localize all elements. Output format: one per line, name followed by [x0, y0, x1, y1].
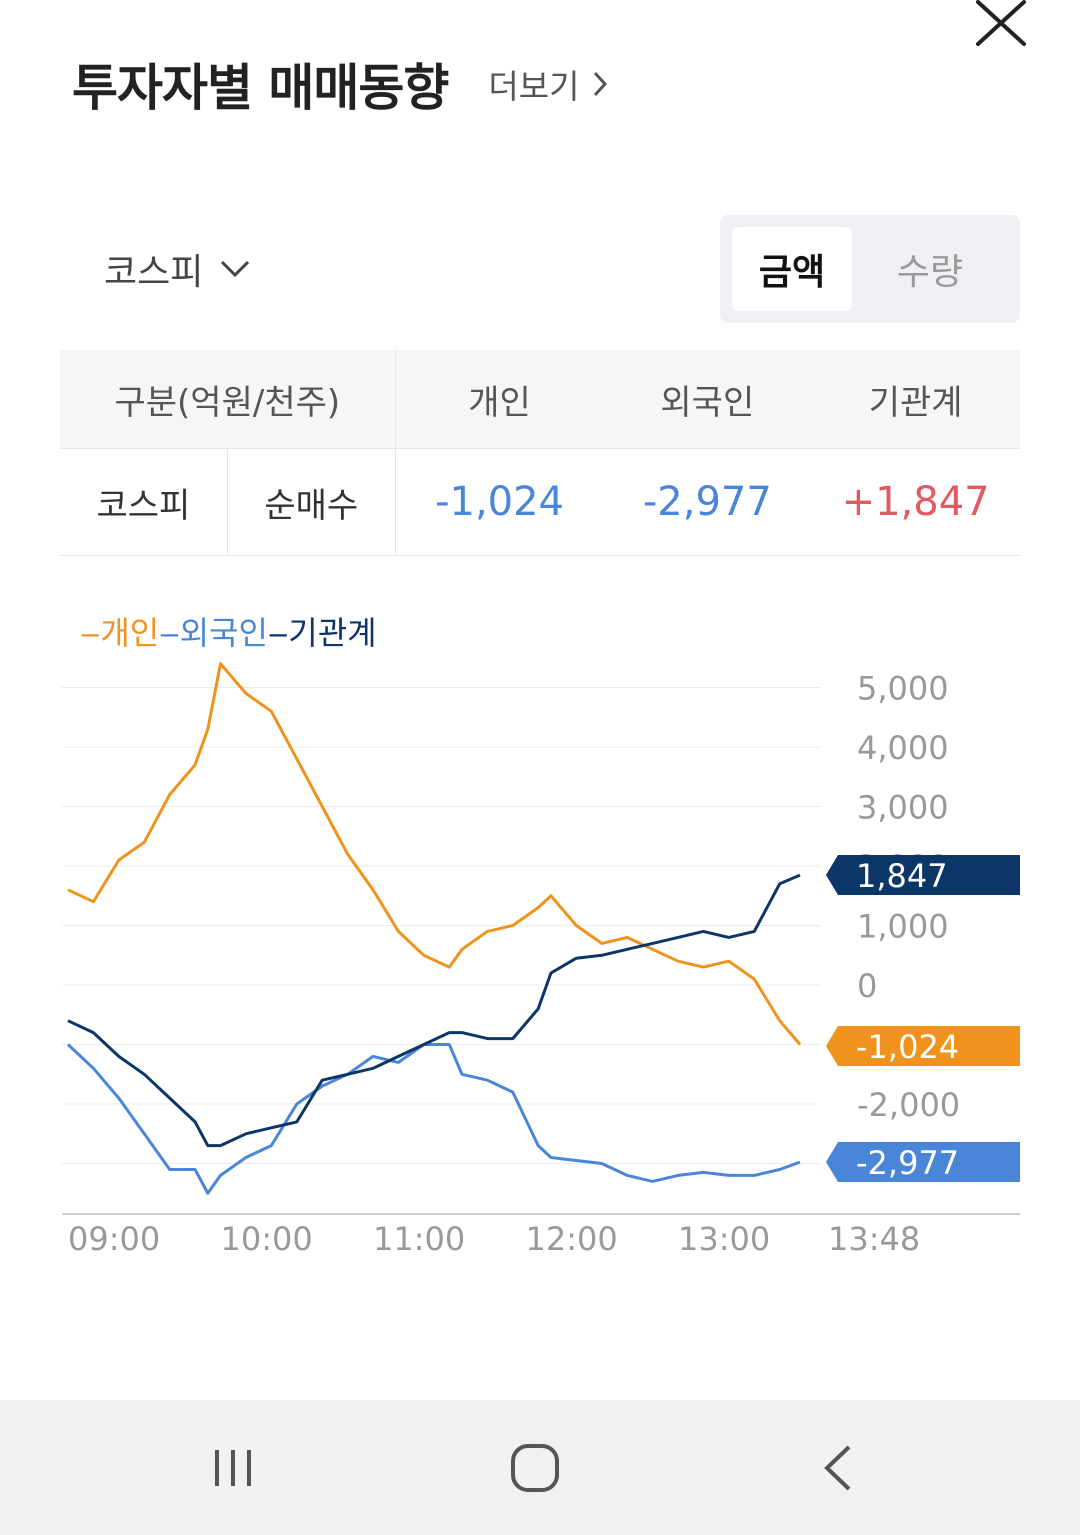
- value-foreign: -2,977: [642, 479, 772, 525]
- end-label-text: -1,024: [856, 1028, 959, 1066]
- x-tick-label: 09:00: [68, 1220, 160, 1258]
- y-tick-label: 1,000: [857, 908, 949, 946]
- row-market-label: 코스피: [96, 485, 191, 526]
- end-label-badge: [826, 1142, 1020, 1182]
- end-label-badge: [826, 1026, 1020, 1066]
- header-category-label: 구분(억원/천주): [114, 382, 341, 423]
- row-type-label: 순매수: [264, 485, 359, 526]
- y-tick-label: 0: [857, 967, 877, 1005]
- market-dropdown[interactable]: 코스피: [104, 242, 251, 296]
- legend-foreign: ‒외국인: [159, 614, 268, 652]
- x-tick-label: 13:00: [678, 1220, 770, 1258]
- unit-toggle: 금액 수량: [720, 215, 1020, 323]
- chevron-down-icon: [221, 260, 250, 278]
- value-institution: +1,847: [841, 479, 990, 525]
- recent-apps-icon: [215, 1450, 251, 1486]
- close-icon: [976, 0, 1026, 46]
- end-label-badge: [826, 855, 1020, 895]
- toggle-amount[interactable]: 금액: [732, 227, 852, 311]
- y-tick-label: 5,000: [857, 670, 949, 708]
- value-individual: -1,024: [435, 479, 565, 525]
- market-dropdown-value: 코스피: [104, 252, 204, 293]
- net-buy-table: 구분(억원/천주) 개인 외국인 기관계 코스피 순매수 -1,024 -2,9…: [60, 350, 1020, 556]
- header-institution: 기관계: [868, 382, 963, 423]
- legend-institution: ‒기관계: [267, 614, 377, 652]
- series-line-0: [67, 662, 802, 1046]
- series-line-1: [66, 1043, 801, 1195]
- table-row: 코스피 순매수 -1,024 -2,977 +1,847: [60, 449, 1020, 556]
- close-button[interactable]: [968, 0, 1034, 50]
- back-button[interactable]: [798, 1438, 878, 1498]
- more-link-label: 더보기: [488, 67, 580, 106]
- chart-legend: ‒개인 ‒외국인 ‒기관계: [80, 608, 377, 654]
- page-title: 투자자별 매매동향: [72, 59, 449, 117]
- legend-individual: ‒개인: [80, 614, 160, 652]
- toggle-quantity[interactable]: 수량: [896, 252, 964, 293]
- y-tick-label: 4,000: [857, 729, 949, 767]
- end-label-text: 1,847: [856, 857, 948, 895]
- header-foreign: 외국인: [660, 382, 755, 423]
- investor-trend-chart: 5,0004,0003,0002,0001,0000-2,000-3,00009…: [62, 662, 1020, 1258]
- system-nav-bar: [0, 1400, 1080, 1535]
- home-icon: [511, 1444, 559, 1492]
- x-tick-label: 12:00: [526, 1220, 618, 1258]
- x-tick-label: 13:48: [828, 1220, 920, 1258]
- header: 투자자별 매매동향 더보기: [72, 52, 608, 117]
- x-tick-label: 10:00: [221, 1220, 313, 1258]
- y-tick-label: -2,000: [857, 1086, 960, 1124]
- x-tick-label: 11:00: [373, 1220, 465, 1258]
- row-market: 코스피: [60, 449, 228, 555]
- home-button[interactable]: [495, 1438, 575, 1498]
- y-tick-label: 3,000: [857, 789, 949, 827]
- row-type: 순매수: [228, 449, 396, 555]
- table-header: 구분(억원/천주) 개인 외국인 기관계: [60, 350, 1020, 449]
- series-line-2: [67, 873, 801, 1148]
- more-link[interactable]: 더보기: [488, 60, 607, 108]
- chevron-right-icon: [593, 71, 607, 97]
- header-individual: 개인: [468, 382, 531, 423]
- back-icon: [824, 1445, 851, 1491]
- end-label-text: -2,977: [856, 1144, 959, 1182]
- recent-apps-button[interactable]: [193, 1438, 273, 1498]
- header-category: 구분(억원/천주): [60, 350, 396, 448]
